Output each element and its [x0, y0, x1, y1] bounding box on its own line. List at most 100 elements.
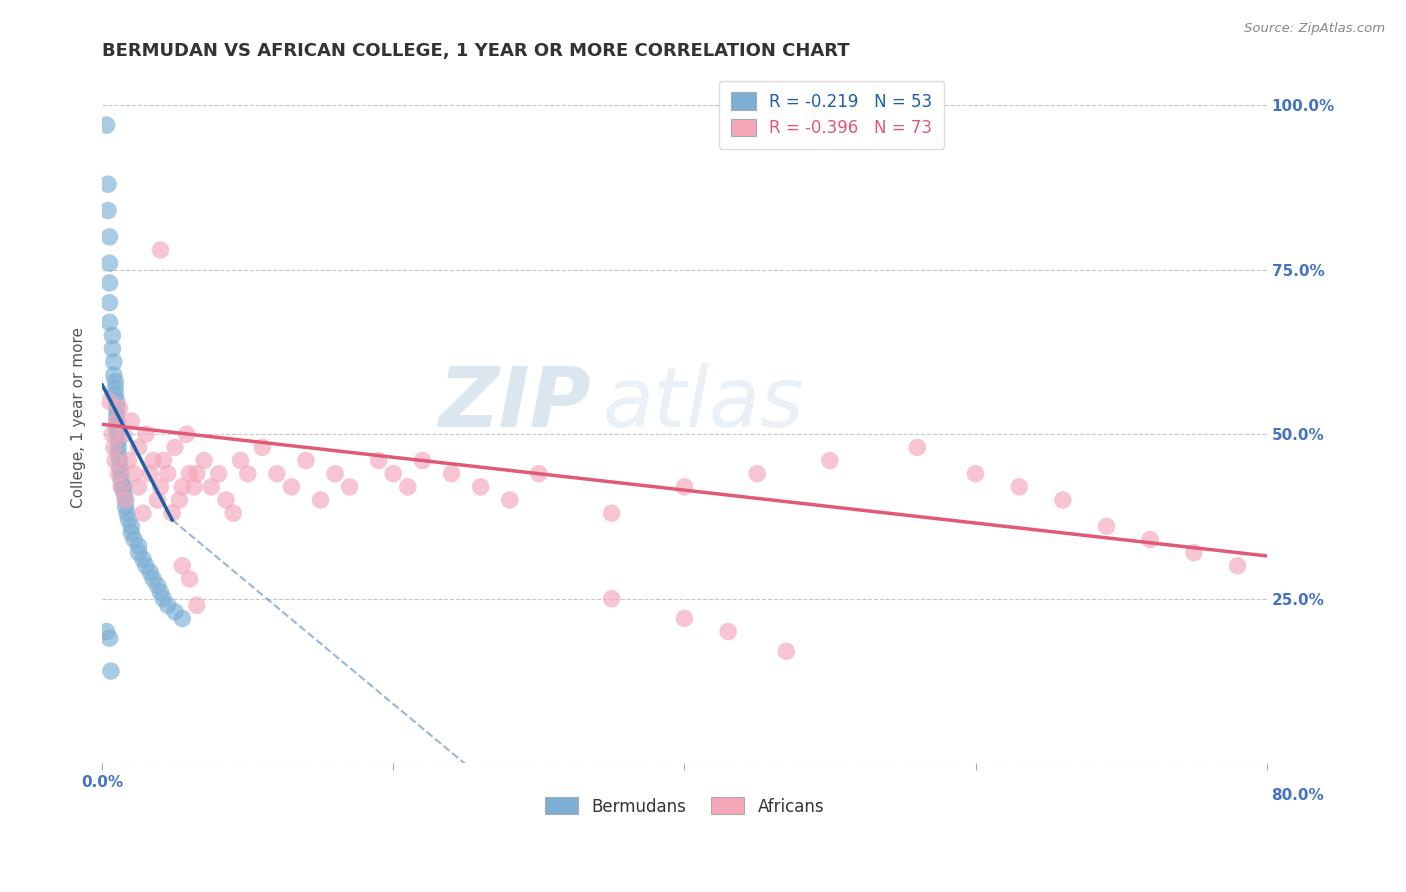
Point	[101, 328, 124, 343]
Point	[122, 533, 145, 547]
Point	[411, 453, 433, 467]
Point	[135, 427, 157, 442]
Point	[382, 467, 405, 481]
Point	[112, 427, 135, 442]
Text: 80.0%: 80.0%	[1271, 789, 1323, 803]
Point	[105, 401, 128, 415]
Point	[152, 591, 174, 606]
Point	[104, 388, 127, 402]
Point	[98, 394, 121, 409]
Point	[280, 480, 302, 494]
Point	[470, 480, 492, 494]
Point	[156, 467, 179, 481]
Point	[186, 467, 208, 481]
Point	[96, 624, 118, 639]
Point	[117, 453, 139, 467]
Point	[105, 420, 128, 434]
Point	[128, 441, 150, 455]
Point	[111, 480, 134, 494]
Point	[146, 578, 169, 592]
Point	[96, 118, 118, 132]
Point	[104, 381, 127, 395]
Point	[440, 467, 463, 481]
Point	[122, 467, 145, 481]
Point	[105, 408, 128, 422]
Point	[104, 453, 127, 467]
Point	[97, 178, 120, 192]
Point	[266, 467, 288, 481]
Point	[229, 453, 252, 467]
Point	[717, 624, 740, 639]
Point	[114, 493, 136, 508]
Point	[152, 453, 174, 467]
Text: ZIP: ZIP	[439, 363, 592, 444]
Point	[339, 480, 361, 494]
Point	[98, 230, 121, 244]
Point	[98, 295, 121, 310]
Point	[222, 506, 245, 520]
Point	[1226, 558, 1249, 573]
Point	[775, 644, 797, 658]
Point	[499, 493, 522, 508]
Point	[179, 572, 201, 586]
Point	[98, 315, 121, 329]
Point	[172, 611, 194, 625]
Point	[172, 558, 194, 573]
Point	[104, 375, 127, 389]
Point	[323, 467, 346, 481]
Point	[186, 599, 208, 613]
Point	[600, 591, 623, 606]
Point	[673, 611, 696, 625]
Point	[965, 467, 987, 481]
Point	[252, 441, 274, 455]
Point	[295, 453, 318, 467]
Point	[107, 434, 129, 448]
Point	[747, 467, 769, 481]
Point	[142, 572, 165, 586]
Point	[1052, 493, 1074, 508]
Y-axis label: College, 1 year or more: College, 1 year or more	[72, 327, 86, 508]
Point	[103, 368, 125, 382]
Point	[132, 506, 155, 520]
Point	[160, 506, 183, 520]
Point	[114, 493, 136, 508]
Point	[107, 467, 129, 481]
Point	[396, 480, 419, 494]
Point	[149, 243, 172, 257]
Point	[673, 480, 696, 494]
Point	[236, 467, 259, 481]
Point	[1182, 546, 1205, 560]
Point	[215, 493, 238, 508]
Point	[98, 256, 121, 270]
Text: BERMUDAN VS AFRICAN COLLEGE, 1 YEAR OR MORE CORRELATION CHART: BERMUDAN VS AFRICAN COLLEGE, 1 YEAR OR M…	[103, 42, 849, 60]
Point	[105, 414, 128, 428]
Point	[100, 664, 122, 678]
Point	[156, 599, 179, 613]
Point	[163, 441, 186, 455]
Point	[179, 467, 201, 481]
Point	[905, 441, 928, 455]
Point	[98, 276, 121, 290]
Point	[600, 506, 623, 520]
Point	[149, 585, 172, 599]
Point	[120, 414, 142, 428]
Point	[108, 460, 131, 475]
Point	[112, 486, 135, 500]
Point	[135, 558, 157, 573]
Point	[200, 480, 222, 494]
Point	[176, 427, 198, 442]
Point	[169, 493, 191, 508]
Text: Source: ZipAtlas.com: Source: ZipAtlas.com	[1244, 22, 1385, 36]
Point	[309, 493, 332, 508]
Point	[114, 500, 136, 514]
Point	[1139, 533, 1161, 547]
Point	[132, 552, 155, 566]
Point	[128, 480, 150, 494]
Point	[183, 480, 205, 494]
Point	[163, 605, 186, 619]
Point	[101, 427, 124, 442]
Point	[128, 539, 150, 553]
Point	[98, 631, 121, 645]
Point	[110, 467, 132, 481]
Point	[117, 513, 139, 527]
